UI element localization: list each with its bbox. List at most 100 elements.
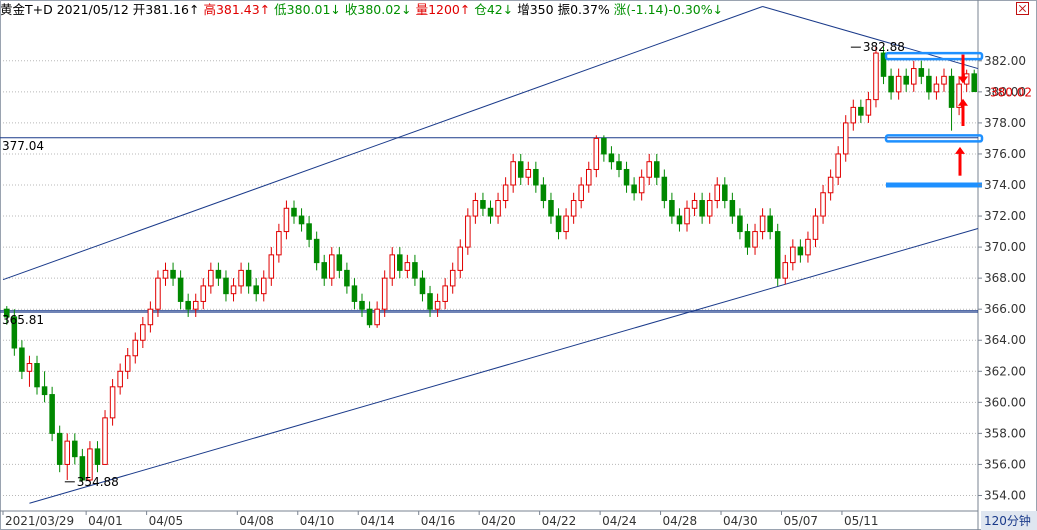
candle-body bbox=[631, 184, 637, 194]
candle-body bbox=[192, 300, 199, 310]
candle-body bbox=[404, 262, 411, 271]
candle-body bbox=[434, 300, 441, 310]
candle-body bbox=[774, 231, 781, 279]
candle-body bbox=[472, 200, 479, 217]
x-tick-label: 04/01 bbox=[88, 514, 123, 528]
period-box[interactable] bbox=[981, 511, 1037, 530]
candle-body bbox=[827, 176, 834, 194]
candle-body bbox=[230, 285, 237, 295]
symbol-name: 黄金T+D bbox=[0, 2, 53, 17]
x-tick-label: 04/14 bbox=[360, 514, 395, 528]
candle-body bbox=[722, 184, 728, 202]
candle-body bbox=[691, 200, 698, 209]
candle-body bbox=[797, 246, 804, 256]
candle-body bbox=[442, 285, 448, 302]
candle-body bbox=[502, 184, 509, 202]
candle-body bbox=[548, 200, 554, 217]
candle-body bbox=[94, 448, 101, 465]
candle-body bbox=[865, 99, 872, 116]
candle-body bbox=[805, 238, 811, 256]
x-tick-label: 05/07 bbox=[783, 514, 818, 528]
candle-body bbox=[555, 215, 562, 233]
candle-body bbox=[34, 363, 40, 388]
price-change: 涨(-1.14)-0.30%↓ bbox=[613, 2, 724, 17]
level-label: 365.81 bbox=[2, 313, 44, 327]
candle-body bbox=[918, 68, 925, 77]
x-tick-label: 04/24 bbox=[602, 514, 637, 528]
candle-body bbox=[616, 161, 622, 170]
y-tick-label: 362.00 bbox=[984, 364, 1026, 378]
y-axis: 354.00 356.00 358.00 360.00 362.00 364.00 366.… bbox=[978, 54, 1032, 502]
candle-body bbox=[147, 308, 154, 326]
candle-body bbox=[457, 246, 464, 271]
candle-body bbox=[903, 75, 909, 85]
x-tick-label: 05/11 bbox=[844, 514, 879, 528]
candle-body bbox=[873, 52, 879, 101]
candle-body bbox=[858, 106, 864, 116]
interest-change: 增350 bbox=[517, 2, 554, 17]
candle-body bbox=[11, 316, 18, 349]
candle-body bbox=[117, 370, 123, 388]
candle-body bbox=[744, 231, 751, 248]
period-label[interactable]: 120分钟 bbox=[984, 513, 1031, 528]
candle-body bbox=[245, 269, 252, 287]
candle-body bbox=[601, 137, 607, 155]
candle-body bbox=[419, 277, 426, 295]
trendline bbox=[2, 6, 763, 281]
close-price: 收380.02↓ bbox=[344, 2, 412, 17]
open-interest: 仓42↓ bbox=[474, 2, 514, 17]
x-tick-label: 04/22 bbox=[542, 514, 577, 528]
candle-body bbox=[49, 394, 55, 434]
candle-body bbox=[102, 417, 108, 465]
arrow-down-icon bbox=[958, 76, 968, 84]
candle-body bbox=[759, 215, 766, 233]
candle-body bbox=[4, 308, 10, 318]
candle-body bbox=[835, 153, 841, 178]
candle-body bbox=[495, 200, 501, 217]
candle-body bbox=[533, 168, 539, 186]
x-tick-label: 04/08 bbox=[239, 514, 274, 528]
candle-body bbox=[820, 192, 826, 217]
arrow-up-icon bbox=[958, 98, 968, 106]
close-icon[interactable] bbox=[1016, 2, 1029, 15]
candle-body bbox=[268, 254, 275, 279]
candle-body bbox=[397, 254, 403, 271]
candle-body bbox=[956, 83, 962, 108]
candle-body bbox=[449, 269, 456, 287]
candle-body bbox=[608, 153, 615, 163]
candle-body bbox=[56, 432, 63, 465]
candle-body bbox=[480, 200, 486, 209]
candle-body bbox=[646, 161, 652, 178]
candle-body bbox=[737, 215, 743, 233]
y-tick-label: 360.00 bbox=[984, 395, 1026, 409]
candle-body bbox=[253, 285, 259, 295]
candle-body bbox=[260, 277, 267, 295]
candle-body bbox=[344, 269, 350, 287]
arrow-up-icon bbox=[955, 146, 965, 154]
candle-body bbox=[578, 184, 584, 202]
x-tick-label: 04/10 bbox=[300, 514, 335, 528]
candle-body bbox=[427, 293, 433, 310]
quote-header: 黄金T+D 2021/05/12 开381.16↑ 高381.43↑ 低380.… bbox=[0, 0, 1010, 20]
candle-body bbox=[238, 269, 244, 287]
candle-body bbox=[465, 215, 471, 248]
high-price: 高381.43↑ bbox=[203, 2, 271, 17]
candle-body bbox=[276, 231, 282, 256]
candle-body bbox=[374, 308, 380, 326]
candle-body bbox=[306, 223, 312, 240]
y-tick-label: 376.00 bbox=[984, 147, 1026, 161]
candle-body bbox=[563, 215, 569, 233]
low-price: 低380.01↓ bbox=[274, 2, 341, 17]
y-tick-label: 372.00 bbox=[984, 209, 1026, 223]
y-tick-label: 366.00 bbox=[984, 302, 1026, 316]
candle-body bbox=[540, 184, 547, 202]
candle-body bbox=[321, 262, 327, 279]
x-tick-label: 04/05 bbox=[149, 514, 184, 528]
candle-body bbox=[790, 246, 796, 264]
candle-body bbox=[381, 277, 388, 310]
quote-date: 2021/05/12 bbox=[56, 2, 129, 17]
candle-body bbox=[888, 75, 894, 93]
volume: 量1200↑ bbox=[415, 2, 471, 17]
